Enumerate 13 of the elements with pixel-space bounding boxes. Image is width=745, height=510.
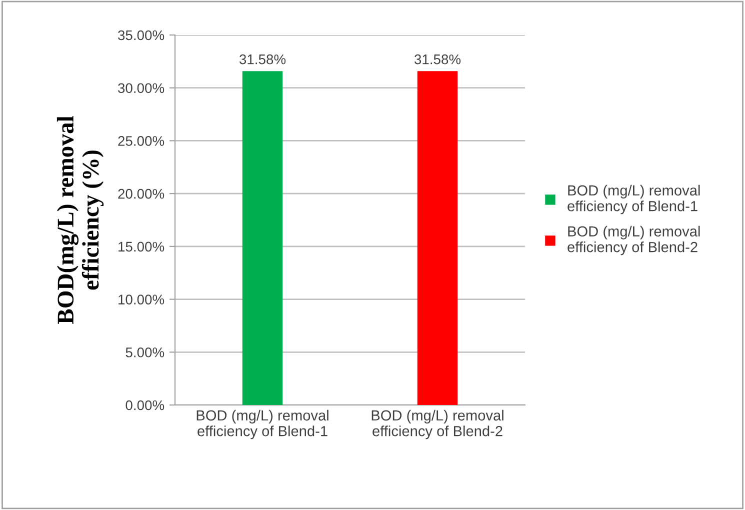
legend-label: BOD (mg/L) removal efficiency of Blend-1 xyxy=(568,184,700,214)
legend-label: BOD (mg/L) removal efficiency of Blend-2 xyxy=(568,226,700,256)
y-axis-title: BOD(mg/L) removal efficiency (%) xyxy=(56,116,104,324)
y-tick-label: 30.00% xyxy=(118,83,164,94)
y-tick-label: 25.00% xyxy=(118,136,164,146)
y-tick-label: 20.00% xyxy=(118,188,164,199)
data-label: 31.58% xyxy=(414,54,461,64)
data-label: 31.58% xyxy=(239,54,286,64)
y-tick-label: 35.00% xyxy=(118,30,164,40)
y-tick-label: 5.00% xyxy=(126,347,164,358)
y-tick-label: 10.00% xyxy=(118,294,164,304)
y-tick-label: 0.00% xyxy=(126,400,164,410)
y-tick-label: 15.00% xyxy=(118,242,164,252)
